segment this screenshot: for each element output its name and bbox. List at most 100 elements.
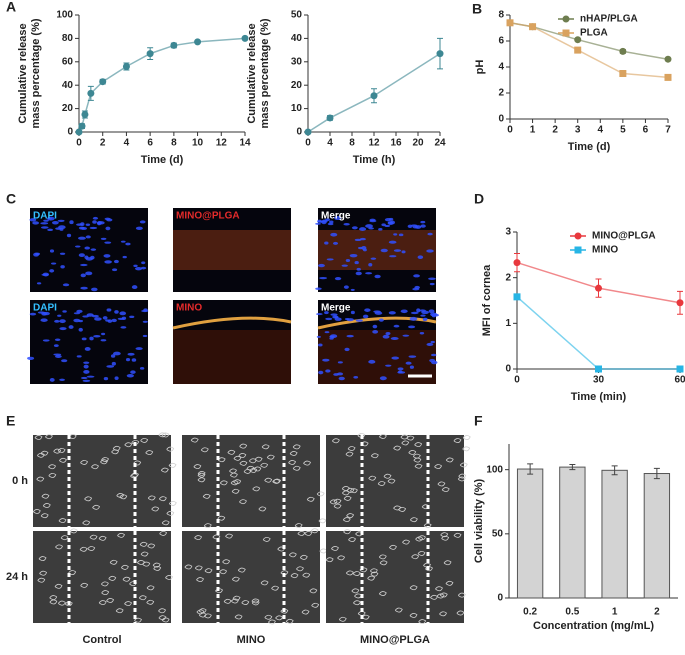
cell [418, 619, 427, 625]
cell [197, 471, 206, 476]
cell [343, 495, 352, 501]
cell [368, 475, 377, 481]
nucleus [428, 309, 435, 314]
cell [439, 592, 448, 598]
nucleus [130, 370, 136, 374]
bar [516, 468, 544, 599]
cell [197, 477, 206, 483]
y-tick-label: 8 [498, 10, 504, 21]
nucleus [76, 355, 82, 358]
cell [233, 479, 242, 485]
nucleus [55, 354, 62, 358]
nucleus [368, 359, 376, 364]
cell [331, 546, 339, 551]
marker [241, 34, 249, 42]
nucleus [40, 222, 49, 225]
cell [367, 575, 376, 581]
cell [68, 434, 77, 439]
marker [595, 284, 602, 292]
cell [325, 557, 334, 563]
cell [239, 443, 248, 449]
cell [264, 477, 273, 483]
nucleus [327, 222, 334, 226]
cell [136, 560, 145, 565]
nucleus [106, 365, 115, 368]
cell [413, 457, 422, 463]
micrograph [33, 435, 171, 527]
nucleus [408, 325, 416, 329]
x-tick-label: 8 [171, 138, 177, 149]
cell [394, 607, 403, 613]
nucleus [326, 258, 334, 261]
cell [49, 599, 58, 605]
panel-letter: C [6, 191, 16, 207]
cell [445, 457, 454, 463]
cell [202, 493, 211, 499]
cell [457, 476, 466, 482]
nucleus [139, 220, 146, 224]
cell [333, 498, 342, 504]
nucleus [421, 310, 429, 315]
nucleus [422, 317, 428, 321]
cell [246, 465, 255, 471]
nucleus [391, 356, 400, 360]
marker [574, 46, 582, 54]
fluorescence [173, 230, 291, 270]
cell [58, 600, 66, 606]
nucleus [365, 224, 373, 228]
image-label: MINO [176, 303, 202, 314]
y-axis-label: Cumulative release [17, 23, 29, 123]
cell [434, 464, 442, 469]
cell [101, 590, 110, 596]
nucleus [329, 220, 334, 224]
cell [139, 541, 148, 547]
legend-marker [574, 232, 582, 240]
cell [343, 529, 352, 535]
cell [112, 445, 121, 451]
cell [165, 575, 173, 580]
cell [453, 532, 462, 538]
x-axis-label: Time (d) [568, 141, 611, 153]
nucleus [53, 344, 59, 347]
nucleus [100, 237, 107, 240]
cell [166, 446, 175, 452]
nucleus [58, 225, 66, 230]
cell [271, 585, 279, 591]
nucleus [430, 340, 435, 344]
fluorescence [318, 230, 436, 270]
nucleus [362, 314, 369, 319]
nucleus [135, 226, 143, 230]
cell [258, 506, 267, 512]
nucleus [354, 260, 359, 265]
cell [297, 531, 306, 536]
cell [357, 433, 366, 438]
nucleus [346, 334, 354, 338]
nucleus [93, 334, 101, 338]
cell [319, 548, 328, 554]
cell [121, 564, 129, 570]
nucleus [101, 332, 106, 336]
cell [147, 543, 156, 549]
cell [55, 544, 63, 550]
nucleus [365, 272, 373, 275]
nucleus [106, 308, 112, 312]
cell [389, 544, 397, 550]
nucleus [385, 364, 392, 367]
nucleus [414, 285, 420, 289]
cell [234, 614, 243, 620]
y-tick-label: 50 [492, 528, 504, 539]
cell [318, 518, 327, 524]
nucleus [40, 226, 49, 229]
cell [158, 608, 166, 614]
legend-label: PLGA [580, 28, 608, 39]
cell [393, 505, 402, 511]
cell [414, 463, 423, 469]
nucleus [40, 318, 48, 322]
nucleus [133, 264, 138, 267]
cell [289, 451, 298, 456]
nucleus [379, 376, 387, 381]
nucleus [102, 316, 108, 320]
cell [292, 465, 301, 471]
nucleus [402, 334, 410, 337]
nucleus [430, 353, 437, 357]
